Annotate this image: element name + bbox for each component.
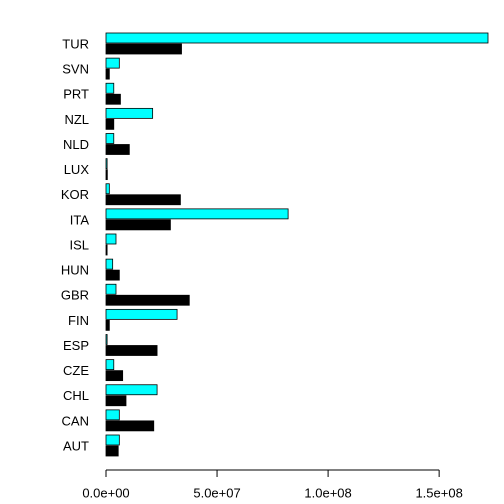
bar-cze-cyan (105, 359, 115, 371)
x-tick-label-1: 5.0e+07 (193, 485, 240, 500)
bar-fin-dark (105, 319, 110, 331)
bar-chl-cyan (105, 384, 158, 396)
bar-kor-cyan (105, 183, 110, 195)
category-label-fin: FIN (68, 313, 89, 328)
category-label-esp: ESP (63, 338, 89, 353)
category-label-gbr: GBR (61, 288, 89, 303)
bar-tur-cyan (105, 32, 489, 44)
bar-ita-cyan (105, 208, 289, 220)
bar-prt-dark (105, 93, 121, 105)
bar-hun-cyan (105, 258, 114, 270)
bar-svn-dark (105, 68, 110, 80)
bar-fin-cyan (105, 308, 178, 320)
bar-can-dark (105, 420, 155, 432)
bar-gbr-cyan (105, 283, 117, 295)
x-axis: 0.0e+00 5.0e+07 1.0e+08 1.5e+08 (82, 469, 463, 500)
bar-can-cyan (105, 409, 120, 421)
bar-aut-dark (105, 445, 119, 457)
bar-lux-cyan (105, 158, 108, 170)
category-label-nld: NLD (63, 137, 89, 152)
x-tick-label-0: 0.0e+00 (82, 485, 129, 500)
bar-nzl-cyan (105, 107, 154, 119)
bar-prt-cyan (105, 82, 115, 94)
bar-ita-dark (105, 219, 171, 231)
category-label-aut: AUT (63, 438, 89, 453)
category-label-chl: CHL (63, 388, 89, 403)
category-label-nzl: NZL (64, 112, 89, 127)
bar-chl-dark (105, 395, 127, 407)
bar-esp-dark (105, 345, 158, 356)
category-label-can: CAN (62, 413, 89, 428)
category-label-lux: LUX (64, 162, 90, 177)
category-labels: AUT CAN CHL CZE ESP FIN GBR HUN ISL ITA KOR LUX NLD N… (61, 36, 90, 453)
category-label-hun: HUN (61, 263, 89, 278)
bar-nld-cyan (105, 133, 115, 144)
bar-cze-dark (105, 370, 124, 382)
x-tick-label-3: 1.5e+08 (415, 485, 462, 500)
bar-isl-dark (105, 244, 108, 256)
bar-nzl-dark (105, 118, 115, 130)
category-label-svn: SVN (62, 62, 89, 77)
x-tick-label-2: 1.0e+08 (304, 485, 351, 500)
category-label-kor: KOR (61, 187, 89, 202)
category-label-cze: CZE (63, 363, 89, 378)
bar-nld-dark (105, 144, 130, 155)
category-label-prt: PRT (63, 87, 89, 102)
bar-tur-dark (105, 43, 182, 55)
bar-svn-cyan (105, 57, 120, 69)
category-label-tur: TUR (62, 36, 89, 51)
bar-kor-dark (105, 194, 181, 206)
category-label-isl: ISL (69, 237, 89, 252)
bars-group (105, 32, 489, 457)
bar-isl-cyan (105, 233, 117, 245)
bar-lux-dark (105, 169, 108, 181)
category-label-ita: ITA (70, 212, 90, 227)
bar-hun-dark (105, 269, 120, 281)
bar-gbr-dark (105, 294, 190, 306)
bar-esp-cyan (105, 334, 108, 345)
bar-aut-cyan (105, 434, 120, 446)
